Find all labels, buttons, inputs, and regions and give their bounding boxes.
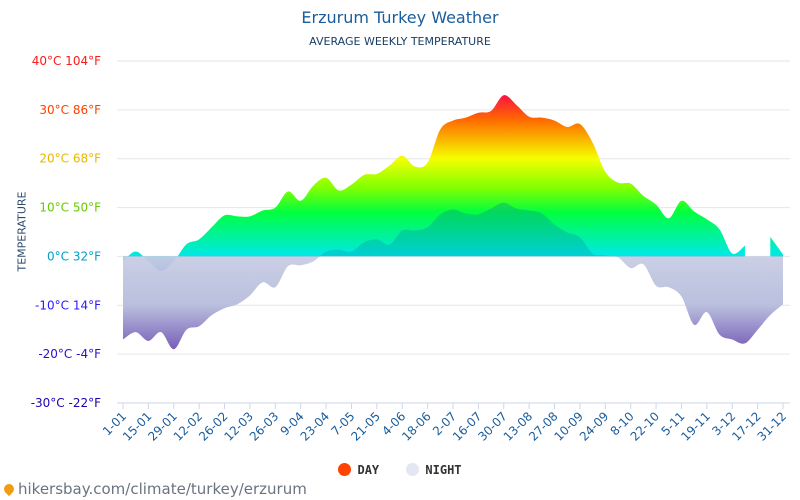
y-tick-label: -10°C 14°F — [35, 298, 101, 312]
x-tick-label: 31-12 — [755, 409, 790, 444]
chart-subtitle: AVERAGE WEEKLY TEMPERATURE — [309, 35, 491, 48]
location-pin-icon — [1, 481, 17, 497]
y-tick-label: 0°C 32°F — [47, 249, 101, 263]
legend-item-day[interactable]: DAY — [338, 463, 379, 477]
x-tick-label: 24-09 — [577, 409, 612, 444]
legend-day-label: DAY — [357, 463, 380, 477]
y-tick-label: -20°C -4°F — [38, 347, 101, 361]
x-tick-label: 26-03 — [247, 409, 282, 444]
day-area — [123, 95, 745, 272]
footer-url: hikersbay.com/climate/turkey/erzurum — [18, 480, 307, 498]
y-tick-label: 40°C 104°F — [32, 54, 101, 68]
footer-link[interactable]: hikersbay.com/climate/turkey/erzurum — [1, 480, 307, 498]
x-tick-label: 22-10 — [628, 409, 663, 444]
day-area — [770, 236, 783, 257]
legend-night-marker — [406, 463, 420, 476]
y-tick-label: 30°C 86°F — [39, 103, 101, 117]
legend-night-label: NIGHT — [425, 463, 462, 477]
chart-title: Erzurum Turkey Weather — [301, 8, 499, 27]
legend-item-night[interactable]: NIGHT — [406, 463, 462, 477]
chart-plot: 40°C 104°F 30°C 86°F 20°C 68°F 10°C 50°F 0°C… — [31, 54, 790, 444]
y-tick-label: 20°C 68°F — [39, 152, 101, 166]
night-area — [123, 202, 783, 350]
x-tick-label: 19-11 — [678, 409, 713, 444]
legend: DAY NIGHT — [0, 463, 800, 477]
legend-day-marker — [338, 463, 352, 476]
y-tick-label: -30°C -22°F — [31, 396, 101, 410]
x-tick-label: 18-06 — [399, 409, 434, 444]
x-tick-label: 21-05 — [348, 409, 383, 444]
y-tick-label: 10°C 50°F — [39, 201, 101, 215]
x-tick-label: 23-04 — [298, 409, 333, 444]
